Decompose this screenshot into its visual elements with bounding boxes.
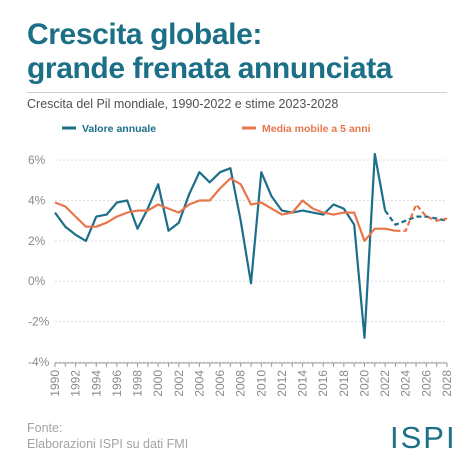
x-tick-label: 2014 (296, 370, 310, 397)
legend-label: Media mobile a 5 anni (262, 123, 371, 135)
y-tick-label: 2% (28, 234, 46, 248)
y-tick-label: 4% (28, 193, 46, 207)
x-tick-label: 2008 (234, 370, 248, 397)
source-label: Fonte: (27, 421, 63, 435)
title-divider (27, 92, 447, 93)
y-tick-label: 0% (28, 274, 46, 288)
x-tick-label: 1990 (48, 370, 62, 397)
chart-subtitle: Crescita del Pil mondiale, 1990-2022 e s… (27, 97, 339, 111)
source-text: Elaborazioni ISPI su dati FMI (27, 437, 189, 451)
legend-label: Valore annuale (82, 123, 156, 135)
x-tick-label: 2000 (151, 370, 165, 397)
x-tick-label: 2004 (192, 370, 206, 397)
series-mavg-line (54, 177, 396, 242)
x-tick-label: 2010 (254, 370, 268, 397)
y-tick-label: -4% (28, 355, 50, 369)
x-tick-label: 2020 (357, 370, 371, 397)
series-mavg-projection (395, 203, 448, 232)
title-line-1: Crescita globale: (27, 18, 262, 51)
y-tick-label: 6% (28, 153, 46, 167)
x-tick-label: 2002 (172, 370, 186, 397)
x-tick-label: 2006 (213, 370, 227, 397)
title-line-2: grande frenata annunciata (27, 52, 393, 85)
chart-title: Crescita globale: grande frenata annunci… (27, 18, 467, 86)
x-tick-label: 1996 (110, 370, 124, 397)
x-tick-label: 2026 (419, 370, 433, 397)
x-tick-label: 2012 (275, 370, 289, 397)
ispi-logo: ISPI (390, 420, 452, 454)
x-tick-label: 2022 (378, 370, 392, 397)
x-tick-label: 1992 (69, 370, 83, 397)
x-tick-label: 2024 (399, 370, 413, 397)
x-tick-label: 1998 (131, 370, 145, 397)
y-tick-label: -2% (28, 315, 50, 329)
logo-text: ISPI (390, 420, 452, 454)
footer-source: Fonte: Elaborazioni ISPI su dati FMI (27, 420, 188, 452)
x-tick-label: 2018 (337, 370, 351, 397)
series-annual-line (54, 152, 387, 339)
x-tick-label: 2016 (316, 370, 330, 397)
series-annual-projection (384, 209, 448, 226)
x-tick-label: 2028 (440, 370, 454, 397)
x-tick-label: 1994 (89, 370, 103, 397)
